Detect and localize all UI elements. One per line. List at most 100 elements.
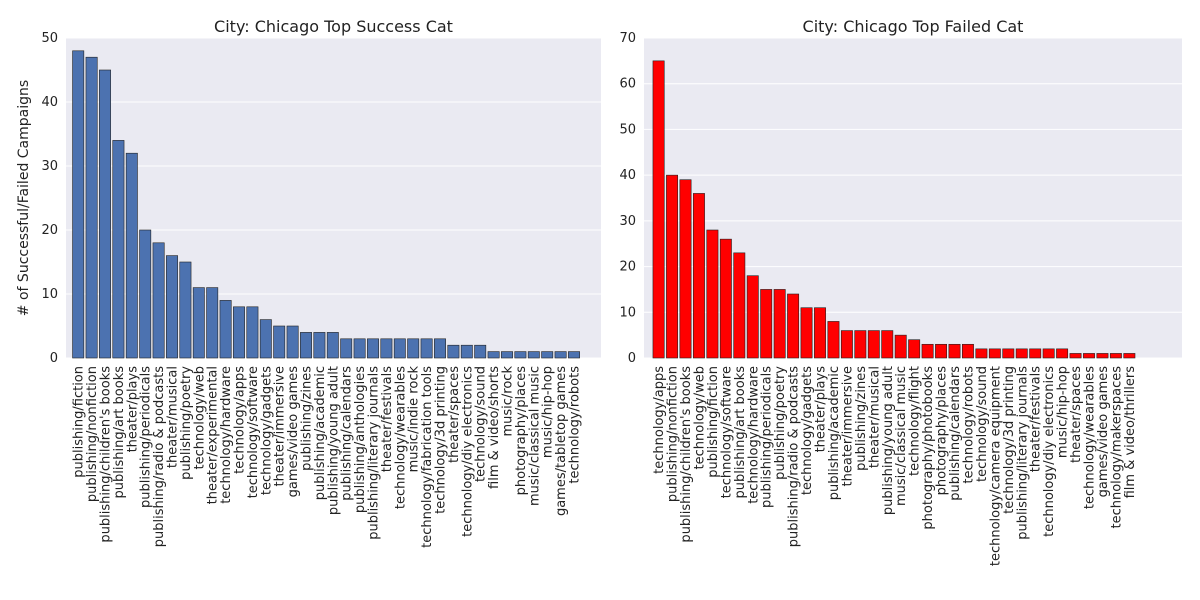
- failed-bar: [854, 330, 867, 359]
- success-bar: [434, 338, 446, 359]
- success-x-tick-label: photography/places: [514, 366, 529, 496]
- failed-x-tick-label: publishing/zines: [854, 366, 869, 471]
- failed-bar: [975, 348, 988, 359]
- success-bar: [340, 338, 353, 359]
- success-bar: [233, 306, 245, 359]
- success-bar: [273, 325, 286, 359]
- failed-bar: [706, 229, 719, 359]
- success-bar: [166, 255, 178, 359]
- success-x-tick-label: theater/immersive: [273, 366, 288, 486]
- success-x-tick-label: film & video/shorts: [487, 366, 502, 489]
- success-x-tick-label: technology/gadgets: [259, 366, 274, 495]
- failed-x-tick-label: music/hip-hop: [1056, 366, 1071, 458]
- failed-bar: [1002, 348, 1015, 359]
- success-bar: [420, 338, 433, 359]
- failed-bar: [840, 330, 853, 359]
- failed-x-tick-label: publishing/poetry: [773, 366, 788, 480]
- success-x-tick-label: music/hip-hop: [541, 366, 556, 458]
- y-axis-label: # of Successful/Failed Campaigns: [16, 80, 32, 316]
- failed-chart-title: City: Chicago Top Failed Cat: [803, 17, 1024, 36]
- failed-x-tick-label: publishing/children's books: [679, 366, 694, 543]
- failed-x-tick-label: technology/web: [692, 366, 707, 469]
- failed-y-tick-label: 70: [619, 31, 636, 46]
- failed-x-tick-label: technology/sound: [975, 366, 990, 482]
- failed-x-tick-label: film & video/thrillers: [1123, 366, 1138, 499]
- failed-x-tick-label: games/video games: [1096, 366, 1111, 498]
- success-bar: [125, 152, 138, 359]
- failed-bar: [961, 343, 974, 359]
- success-bar: [380, 338, 393, 359]
- failed-x-tick-label: technology/3d printing: [1002, 366, 1017, 514]
- success-y-tick-label: 30: [41, 159, 58, 174]
- success-x-tick-label: music/rock: [501, 366, 516, 437]
- success-x-tick-label: publishing/young adult: [326, 366, 341, 515]
- success-x-tick-label: technology/software: [246, 366, 261, 498]
- failed-bar: [800, 307, 813, 359]
- success-y-tick-label: 50: [41, 31, 58, 46]
- success-x-tick-label: publishing/calendars: [340, 366, 355, 501]
- failed-bar: [1029, 348, 1042, 359]
- success-y-tick-label: 40: [41, 95, 58, 110]
- failed-x-tick-label: technology/camera equipment: [988, 366, 1003, 566]
- success-x-tick-label: theater/festivals: [380, 366, 395, 472]
- success-x-tick-label: theater/spaces: [447, 366, 462, 463]
- failed-x-tick-label: technology/flight: [908, 366, 923, 476]
- success-bar: [326, 332, 339, 359]
- success-x-tick-label: publishing/zines: [300, 366, 315, 471]
- failed-bar: [787, 293, 800, 359]
- failed-x-tick-label: music/classical music: [894, 366, 909, 506]
- success-bar: [367, 338, 379, 359]
- failed-chart-panel: 010203040506070technology/appspublishing…: [619, 17, 1182, 566]
- failed-bar: [921, 343, 934, 359]
- failed-x-tick-label: technology/wearables: [1083, 366, 1098, 509]
- failed-bar: [814, 307, 826, 359]
- success-x-tick-label: music/classical music: [527, 366, 542, 506]
- success-x-tick-label: publishing/radio & podcasts: [152, 366, 167, 547]
- failed-bar: [908, 339, 921, 359]
- success-x-tick-label: publishing/periodicals: [139, 366, 154, 508]
- success-x-tick-label: publishing/fiction: [72, 366, 87, 478]
- success-x-tick-label: technology/diy electronics: [460, 366, 475, 537]
- failed-y-tick-label: 10: [619, 305, 636, 320]
- failed-bar: [1056, 348, 1069, 359]
- success-bar: [313, 332, 326, 359]
- failed-bar: [733, 252, 746, 359]
- failed-x-tick-label: theater/immersive: [840, 366, 855, 486]
- success-bar: [487, 351, 500, 359]
- success-x-tick-label: technology/3d printing: [434, 366, 449, 514]
- failed-bar: [1096, 353, 1109, 359]
- success-bar: [568, 351, 580, 359]
- failed-x-tick-label: publishing/art books: [733, 366, 748, 499]
- success-x-tick-label: technology/fabrication tools: [420, 366, 435, 548]
- failed-bar: [881, 330, 894, 359]
- failed-y-tick-label: 60: [619, 77, 636, 92]
- success-x-tick-label: theater/experimental: [206, 366, 221, 504]
- success-x-tick-label: technology/wearables: [393, 366, 408, 509]
- success-bar: [541, 351, 554, 359]
- success-bar: [514, 351, 527, 359]
- success-x-tick-label: technology/robots: [568, 366, 583, 484]
- success-x-tick-label: publishing/nonfiction: [85, 366, 100, 502]
- failed-x-tick-label: technology/robots: [961, 366, 976, 484]
- failed-bar: [948, 343, 961, 359]
- success-bar: [139, 229, 152, 359]
- success-bar: [85, 56, 98, 359]
- failed-bar: [894, 334, 907, 359]
- success-bar: [407, 338, 420, 359]
- success-x-tick-label: publishing/academic: [313, 366, 328, 500]
- success-x-tick-label: theater/plays: [125, 366, 140, 453]
- success-bar: [152, 242, 165, 359]
- success-x-tick-label: technology/apps: [233, 366, 248, 474]
- failed-x-tick-label: publishing/nonfiction: [666, 366, 681, 502]
- failed-bar: [692, 193, 705, 359]
- failed-x-tick-label: technology/hardware: [746, 366, 761, 504]
- failed-x-tick-label: publishing/periodicals: [760, 366, 775, 508]
- success-bar: [206, 287, 219, 359]
- failed-x-tick-label: publishing/literary journals: [1015, 366, 1030, 540]
- success-bar: [192, 287, 205, 359]
- failed-x-tick-label: technology/apps: [652, 366, 667, 474]
- success-x-tick-label: publishing/art books: [112, 366, 127, 499]
- failed-bar: [1123, 353, 1136, 359]
- failed-x-tick-label: publishing/radio & podcasts: [787, 366, 802, 547]
